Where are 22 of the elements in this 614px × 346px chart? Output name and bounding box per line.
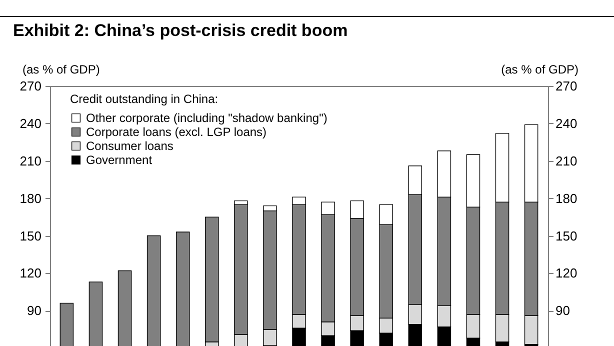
y-tick-label: 240 bbox=[20, 116, 42, 131]
y2-tick-label: 180 bbox=[556, 190, 578, 206]
y-tick-label: 270 bbox=[20, 78, 42, 94]
y-tick-label: 90 bbox=[27, 303, 42, 318]
y2-tick-label: 120 bbox=[556, 266, 578, 281]
y-tick-label: 210 bbox=[20, 153, 42, 168]
legend-label: Corporate loans (excl. LGP loans) bbox=[86, 125, 267, 139]
y-tick-label: 150 bbox=[20, 228, 42, 244]
y2-tick-label: 210 bbox=[556, 153, 578, 168]
legend-label: Consumer loans bbox=[86, 139, 174, 153]
y2-tick-label: 270 bbox=[556, 78, 578, 94]
chart-title: Exhibit 2: China’s post-crisis credit boom bbox=[0, 16, 614, 41]
y2-tick-label: 240 bbox=[556, 116, 578, 131]
y2-axis-title: (as % of GDP) bbox=[501, 62, 578, 76]
legend-label: Other corporate (including "shadow banking") bbox=[86, 111, 328, 125]
y-tick-label: 180 bbox=[20, 190, 42, 206]
y2-tick-label: 90 bbox=[556, 303, 570, 318]
y2-tick-label: 150 bbox=[556, 228, 578, 244]
y-axis-title: (as % of GDP) bbox=[22, 62, 100, 76]
legend-label: Government bbox=[86, 153, 153, 167]
y-tick-label: 120 bbox=[20, 266, 42, 281]
legend-title: Credit outstanding in China: bbox=[70, 92, 218, 106]
